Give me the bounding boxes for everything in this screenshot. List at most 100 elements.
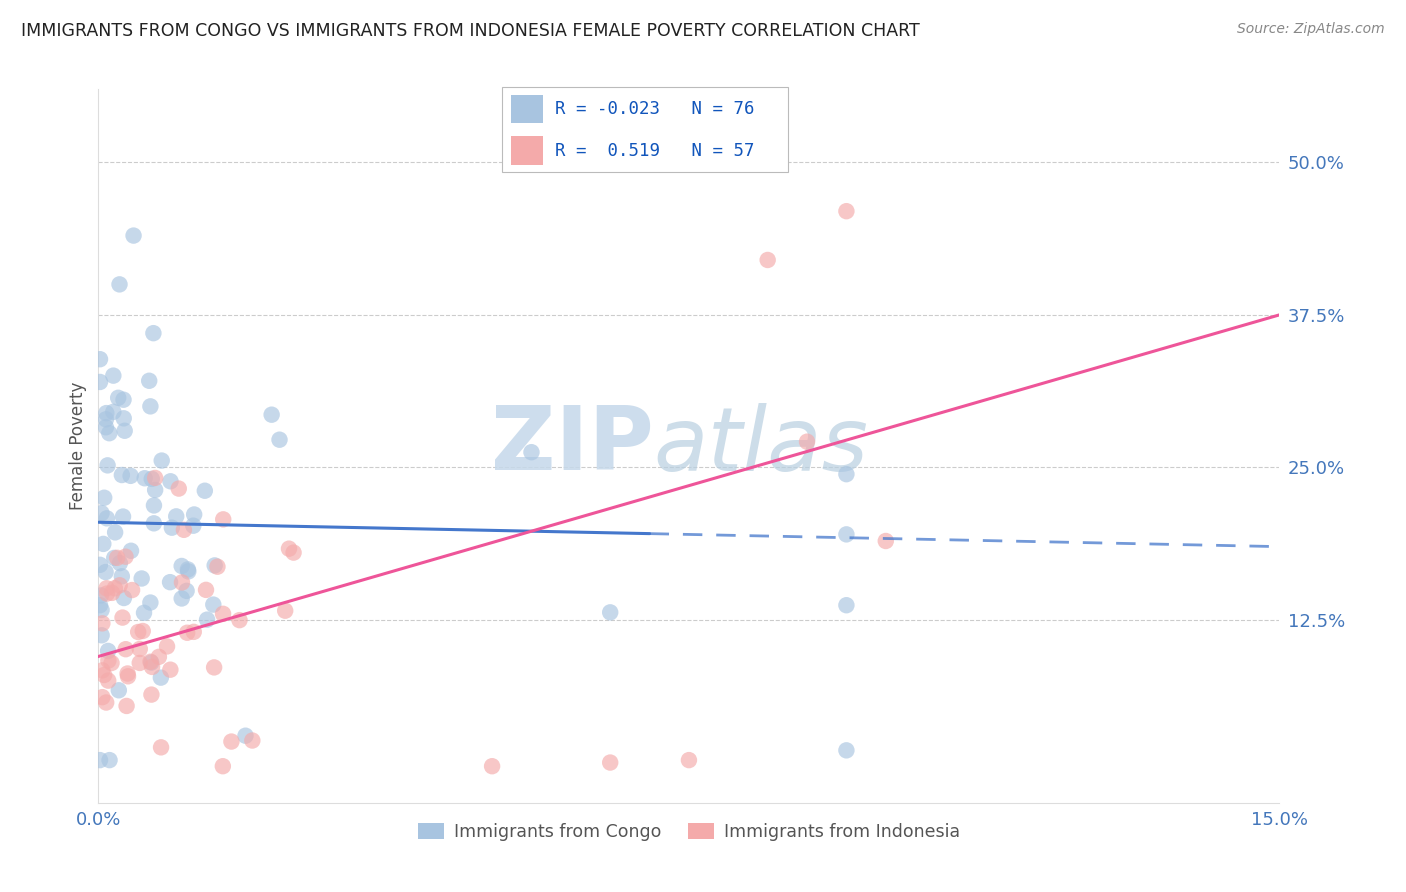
Point — [142, 516, 165, 531]
Point — [120, 468, 142, 483]
Point — [207, 559, 229, 574]
Point — [103, 368, 125, 383]
Point — [274, 604, 297, 618]
Point — [835, 467, 858, 482]
Point — [114, 549, 136, 564]
Point — [96, 586, 118, 600]
Point — [131, 572, 153, 586]
Text: atlas: atlas — [654, 403, 869, 489]
Point — [260, 408, 283, 422]
Point — [235, 729, 257, 743]
Point — [108, 578, 131, 592]
Point — [160, 521, 183, 535]
Point — [139, 596, 162, 610]
Point — [177, 565, 200, 579]
Point — [108, 556, 131, 570]
Point — [97, 673, 120, 688]
Point — [96, 696, 118, 710]
Point — [159, 575, 181, 590]
Point — [195, 582, 218, 597]
Point — [90, 506, 112, 520]
Point — [150, 740, 173, 755]
Point — [117, 666, 139, 681]
Text: Source: ZipAtlas.com: Source: ZipAtlas.com — [1237, 22, 1385, 37]
Point — [599, 756, 621, 770]
Point — [132, 624, 155, 638]
Point — [240, 733, 263, 747]
Point — [194, 483, 217, 498]
Point — [148, 649, 170, 664]
Point — [104, 581, 127, 595]
Point — [183, 508, 205, 522]
Point — [91, 690, 114, 705]
Point — [122, 228, 145, 243]
Point — [835, 598, 858, 612]
Point — [176, 583, 198, 598]
Point — [212, 607, 235, 621]
Point — [143, 499, 166, 513]
Point — [90, 628, 112, 642]
Point — [150, 453, 173, 467]
Point — [108, 277, 131, 292]
Point — [105, 550, 128, 565]
Point — [89, 352, 111, 367]
Bar — [510, 136, 543, 165]
Point — [228, 613, 250, 627]
Point — [112, 411, 135, 425]
Point — [520, 445, 543, 459]
Text: IMMIGRANTS FROM CONGO VS IMMIGRANTS FROM INDONESIA FEMALE POVERTY CORRELATION CH: IMMIGRANTS FROM CONGO VS IMMIGRANTS FROM… — [21, 22, 920, 40]
Point — [93, 491, 115, 505]
Point — [141, 660, 163, 674]
Point — [111, 468, 134, 483]
Legend: Immigrants from Congo, Immigrants from Indonesia: Immigrants from Congo, Immigrants from I… — [411, 816, 967, 847]
Point — [127, 625, 149, 640]
Point — [176, 625, 198, 640]
Point — [112, 591, 135, 605]
Point — [94, 565, 117, 579]
Point — [143, 483, 166, 497]
Point — [204, 558, 226, 573]
Point — [139, 655, 162, 669]
Point — [278, 541, 301, 556]
Point — [183, 624, 205, 639]
Point — [269, 433, 291, 447]
Point — [149, 671, 172, 685]
Point — [101, 586, 124, 600]
Point — [90, 589, 112, 603]
Point — [100, 656, 122, 670]
Point — [202, 598, 225, 612]
Point — [875, 533, 897, 548]
Point — [94, 420, 117, 434]
Point — [93, 668, 115, 682]
Point — [156, 640, 179, 654]
Point — [138, 374, 160, 388]
Point — [114, 642, 136, 657]
Point — [141, 656, 163, 670]
Point — [91, 537, 114, 551]
Point — [173, 523, 195, 537]
Point — [835, 743, 858, 757]
Point — [159, 475, 181, 489]
Point — [91, 664, 114, 678]
Bar — [510, 95, 543, 123]
Point — [142, 326, 165, 341]
Point — [104, 525, 127, 540]
Point — [195, 613, 218, 627]
Point — [128, 656, 150, 670]
Point — [103, 405, 125, 419]
Point — [111, 569, 134, 583]
Point — [89, 753, 111, 767]
Point — [211, 759, 233, 773]
Point — [111, 509, 134, 524]
Point — [108, 683, 131, 698]
Point — [835, 204, 858, 219]
Point — [177, 562, 200, 576]
Point — [94, 412, 117, 426]
Point — [132, 606, 155, 620]
Point — [796, 434, 818, 449]
Text: ZIP: ZIP — [491, 402, 654, 490]
Point — [170, 575, 193, 590]
Point — [96, 582, 118, 596]
Point — [678, 753, 700, 767]
Point — [114, 424, 136, 438]
